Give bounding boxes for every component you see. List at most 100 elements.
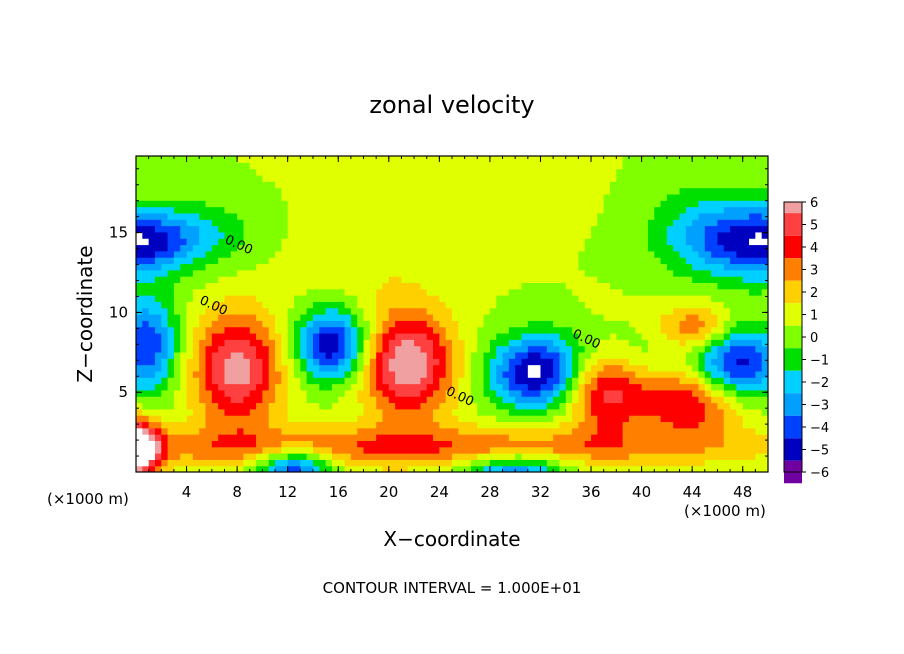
heatmap-cell — [218, 206, 226, 214]
heatmap-cell — [711, 351, 719, 359]
heatmap-cell — [211, 396, 219, 404]
heatmap-cell — [521, 459, 529, 467]
heatmap-cell — [489, 206, 497, 214]
heatmap-cell — [717, 415, 725, 423]
heatmap-cell — [268, 396, 276, 404]
heatmap-cell — [452, 187, 459, 195]
heatmap-cell — [142, 427, 150, 435]
heatmap-cell — [344, 250, 352, 258]
heatmap-cell — [306, 288, 314, 296]
heatmap-cell — [704, 320, 712, 328]
heatmap-cell — [534, 276, 542, 283]
heatmap-cell — [218, 358, 226, 366]
heatmap-cell — [414, 187, 421, 195]
heatmap-cell — [161, 370, 169, 378]
heatmap-cell — [673, 364, 681, 372]
heatmap-cell — [161, 212, 169, 220]
heatmap-cell — [167, 332, 175, 340]
heatmap-cell — [249, 332, 257, 340]
heatmap-cell — [483, 193, 491, 201]
heatmap-cell — [647, 377, 655, 385]
heatmap-cell — [180, 332, 188, 340]
heatmap-cell — [249, 415, 257, 423]
heatmap-cell — [553, 415, 561, 423]
heatmap-cell — [211, 206, 219, 214]
heatmap-cell — [534, 238, 542, 246]
heatmap-cell — [211, 459, 219, 467]
heatmap-cell — [401, 288, 409, 296]
heatmap-cell — [256, 282, 263, 290]
heatmap-cell — [546, 389, 554, 397]
heatmap-cell — [679, 181, 687, 189]
heatmap-cell — [243, 231, 251, 239]
heatmap-cell — [641, 244, 649, 252]
heatmap-cell — [515, 396, 523, 404]
heatmap-cell — [136, 193, 143, 201]
heatmap-cell — [692, 193, 700, 201]
heatmap-cell — [262, 320, 270, 328]
heatmap-cell — [211, 238, 219, 246]
heatmap-cell — [275, 231, 282, 239]
heatmap-cell — [142, 332, 150, 340]
heatmap-cell — [527, 250, 535, 258]
heatmap-cell — [268, 225, 276, 233]
heatmap-cell — [508, 162, 516, 170]
heatmap-cell — [711, 231, 719, 239]
heatmap-cell — [173, 440, 181, 448]
heatmap-cell — [388, 168, 396, 176]
heatmap-cell — [338, 244, 346, 252]
heatmap-cell — [559, 364, 567, 372]
heatmap-cell — [572, 351, 579, 359]
heatmap-cell — [559, 446, 567, 454]
heatmap-cell — [723, 206, 731, 214]
heatmap-cell — [508, 402, 516, 410]
heatmap-cell — [268, 351, 276, 359]
heatmap-cell — [489, 250, 497, 258]
heatmap-cell — [357, 364, 365, 372]
heatmap-cell — [458, 389, 466, 397]
heatmap-cell — [565, 212, 573, 220]
heatmap-cell — [148, 402, 156, 410]
heatmap-cell — [154, 402, 162, 410]
heatmap-cell — [685, 238, 693, 246]
heatmap-cell — [483, 446, 491, 454]
heatmap-cell — [496, 250, 504, 258]
heatmap-cell — [148, 263, 156, 271]
heatmap-cell — [369, 383, 377, 391]
heatmap-cell — [243, 219, 251, 227]
heatmap-cell — [508, 206, 516, 214]
heatmap-cell — [597, 156, 605, 163]
heatmap-cell — [433, 244, 440, 252]
heatmap-cell — [679, 320, 687, 328]
heatmap-cell — [572, 162, 579, 170]
heatmap-cell — [515, 200, 523, 208]
heatmap-cell — [426, 168, 434, 176]
heatmap-cell — [489, 396, 497, 404]
heatmap-cell — [331, 351, 339, 359]
heatmap-cell — [237, 307, 245, 315]
heatmap-cell — [565, 307, 573, 315]
heatmap-cell — [527, 168, 535, 176]
heatmap-cell — [685, 364, 693, 372]
heatmap-cell — [515, 446, 523, 454]
heatmap-cell — [647, 282, 655, 290]
heatmap-cell — [635, 156, 643, 163]
heatmap-cell — [420, 339, 428, 347]
heatmap-cell — [578, 440, 586, 448]
heatmap-cell — [256, 187, 263, 195]
heatmap-cell — [230, 257, 238, 265]
heatmap-cell — [603, 440, 611, 448]
heatmap-cell — [388, 282, 396, 290]
heatmap-cell — [161, 168, 169, 176]
heatmap-cell — [256, 193, 263, 201]
heatmap-cell — [622, 156, 630, 163]
heatmap-cell — [470, 345, 478, 353]
heatmap-cell — [761, 434, 768, 441]
heatmap-cell — [521, 345, 529, 353]
heatmap-cell — [749, 295, 756, 302]
heatmap-cell — [161, 156, 169, 163]
heatmap-cell — [572, 383, 579, 391]
heatmap-cell — [388, 301, 396, 309]
heatmap-cell — [736, 200, 744, 208]
heatmap-cell — [679, 459, 687, 467]
